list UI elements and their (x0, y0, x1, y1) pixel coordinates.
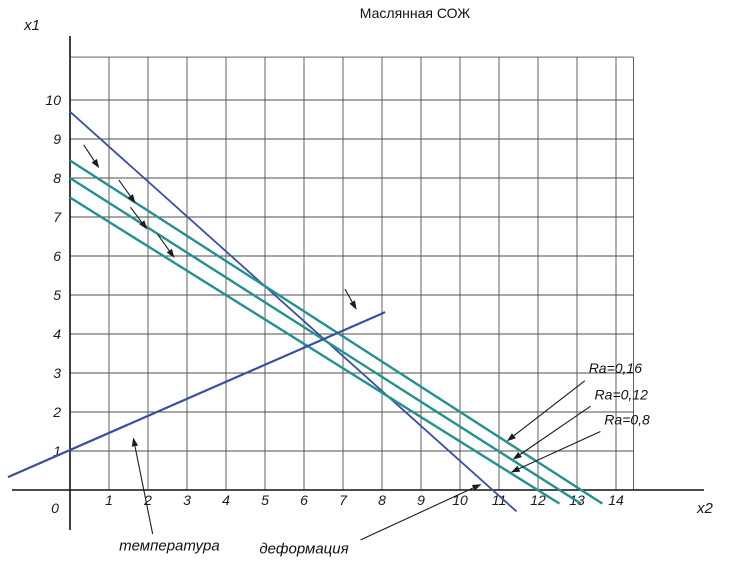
pointer-arrow-line (157, 234, 170, 251)
ra-08-line (69, 196, 561, 505)
axis-annotation-label: деформация (259, 541, 348, 558)
y-tick-label: 7 (53, 209, 62, 225)
temperature-line (7, 311, 386, 479)
x-tick-label: 9 (417, 492, 425, 508)
y-axis-label: x1 (23, 17, 40, 34)
ra-016-line (69, 159, 604, 505)
pointer-arrow-line (344, 288, 353, 303)
pointer-arrow-head (91, 158, 100, 169)
deformation-line (69, 111, 518, 513)
data-series (7, 111, 604, 513)
y-tick-label: 1 (53, 443, 61, 459)
pointer-arrow-line (118, 179, 131, 197)
y-tick-label: 6 (53, 248, 61, 264)
axis-annotation-arrow-head (471, 484, 482, 491)
origin-label: 0 (51, 500, 59, 516)
x-tick-label: 1 (105, 492, 113, 508)
x-tick-label: 4 (222, 492, 230, 508)
grid-lines (70, 56, 634, 490)
y-tick-label: 2 (52, 404, 61, 420)
x-tick-label: 14 (608, 492, 624, 508)
y-tick-label: 4 (53, 326, 61, 342)
line-label-arrow-line (519, 405, 591, 455)
x-axis-label: x2 (696, 500, 714, 517)
y-tick-label: 10 (45, 92, 61, 108)
x-tick-label: 3 (183, 492, 191, 508)
line-label: Ra=0,16 (589, 360, 643, 376)
annotations: Ra=0,16 Ra=0,12 Ra=0,8 температура деформаци… (83, 144, 650, 558)
axis-annotation-arrow-line (360, 487, 474, 541)
x-tick-label: 7 (339, 492, 348, 508)
chart-title: Маслянная СОЖ (360, 5, 470, 21)
ra-012-line (69, 176, 582, 505)
x-tick-label: 11 (492, 492, 507, 508)
line-label-arrow-head (510, 465, 521, 473)
pointer-arrow-head (166, 248, 175, 258)
y-tick-label: 9 (53, 131, 61, 147)
x-tick-label: 6 (300, 492, 308, 508)
pointer-arrow-head (349, 300, 357, 310)
line-label: Ra=0,12 (595, 387, 649, 403)
axis-annotation-arrow-head (131, 437, 139, 447)
pointer-arrow-head (139, 220, 148, 230)
x-tick-label: 8 (378, 492, 386, 508)
x-tick-label: 5 (261, 492, 269, 508)
pointer-arrow-line (130, 206, 143, 223)
y-tick-label: 3 (53, 365, 61, 381)
line-label-arrow-line (518, 430, 601, 470)
pointer-arrow-line (83, 144, 95, 162)
line-label: Ra=0,8 (604, 411, 650, 427)
line-label-arrow-line (513, 380, 586, 437)
axis-annotation-label: температура (119, 537, 220, 554)
x-tick-label: 2 (143, 492, 152, 508)
axis-annotation-arrow-line (134, 446, 154, 535)
line-label-arrow-head (512, 451, 522, 460)
axes (12, 36, 704, 530)
pointer-arrow-head (127, 194, 136, 204)
y-tick-label: 8 (53, 170, 61, 186)
y-tick-label: 5 (53, 287, 61, 303)
x-tick-label: 12 (530, 492, 546, 508)
line-label-arrow-head (506, 433, 516, 442)
